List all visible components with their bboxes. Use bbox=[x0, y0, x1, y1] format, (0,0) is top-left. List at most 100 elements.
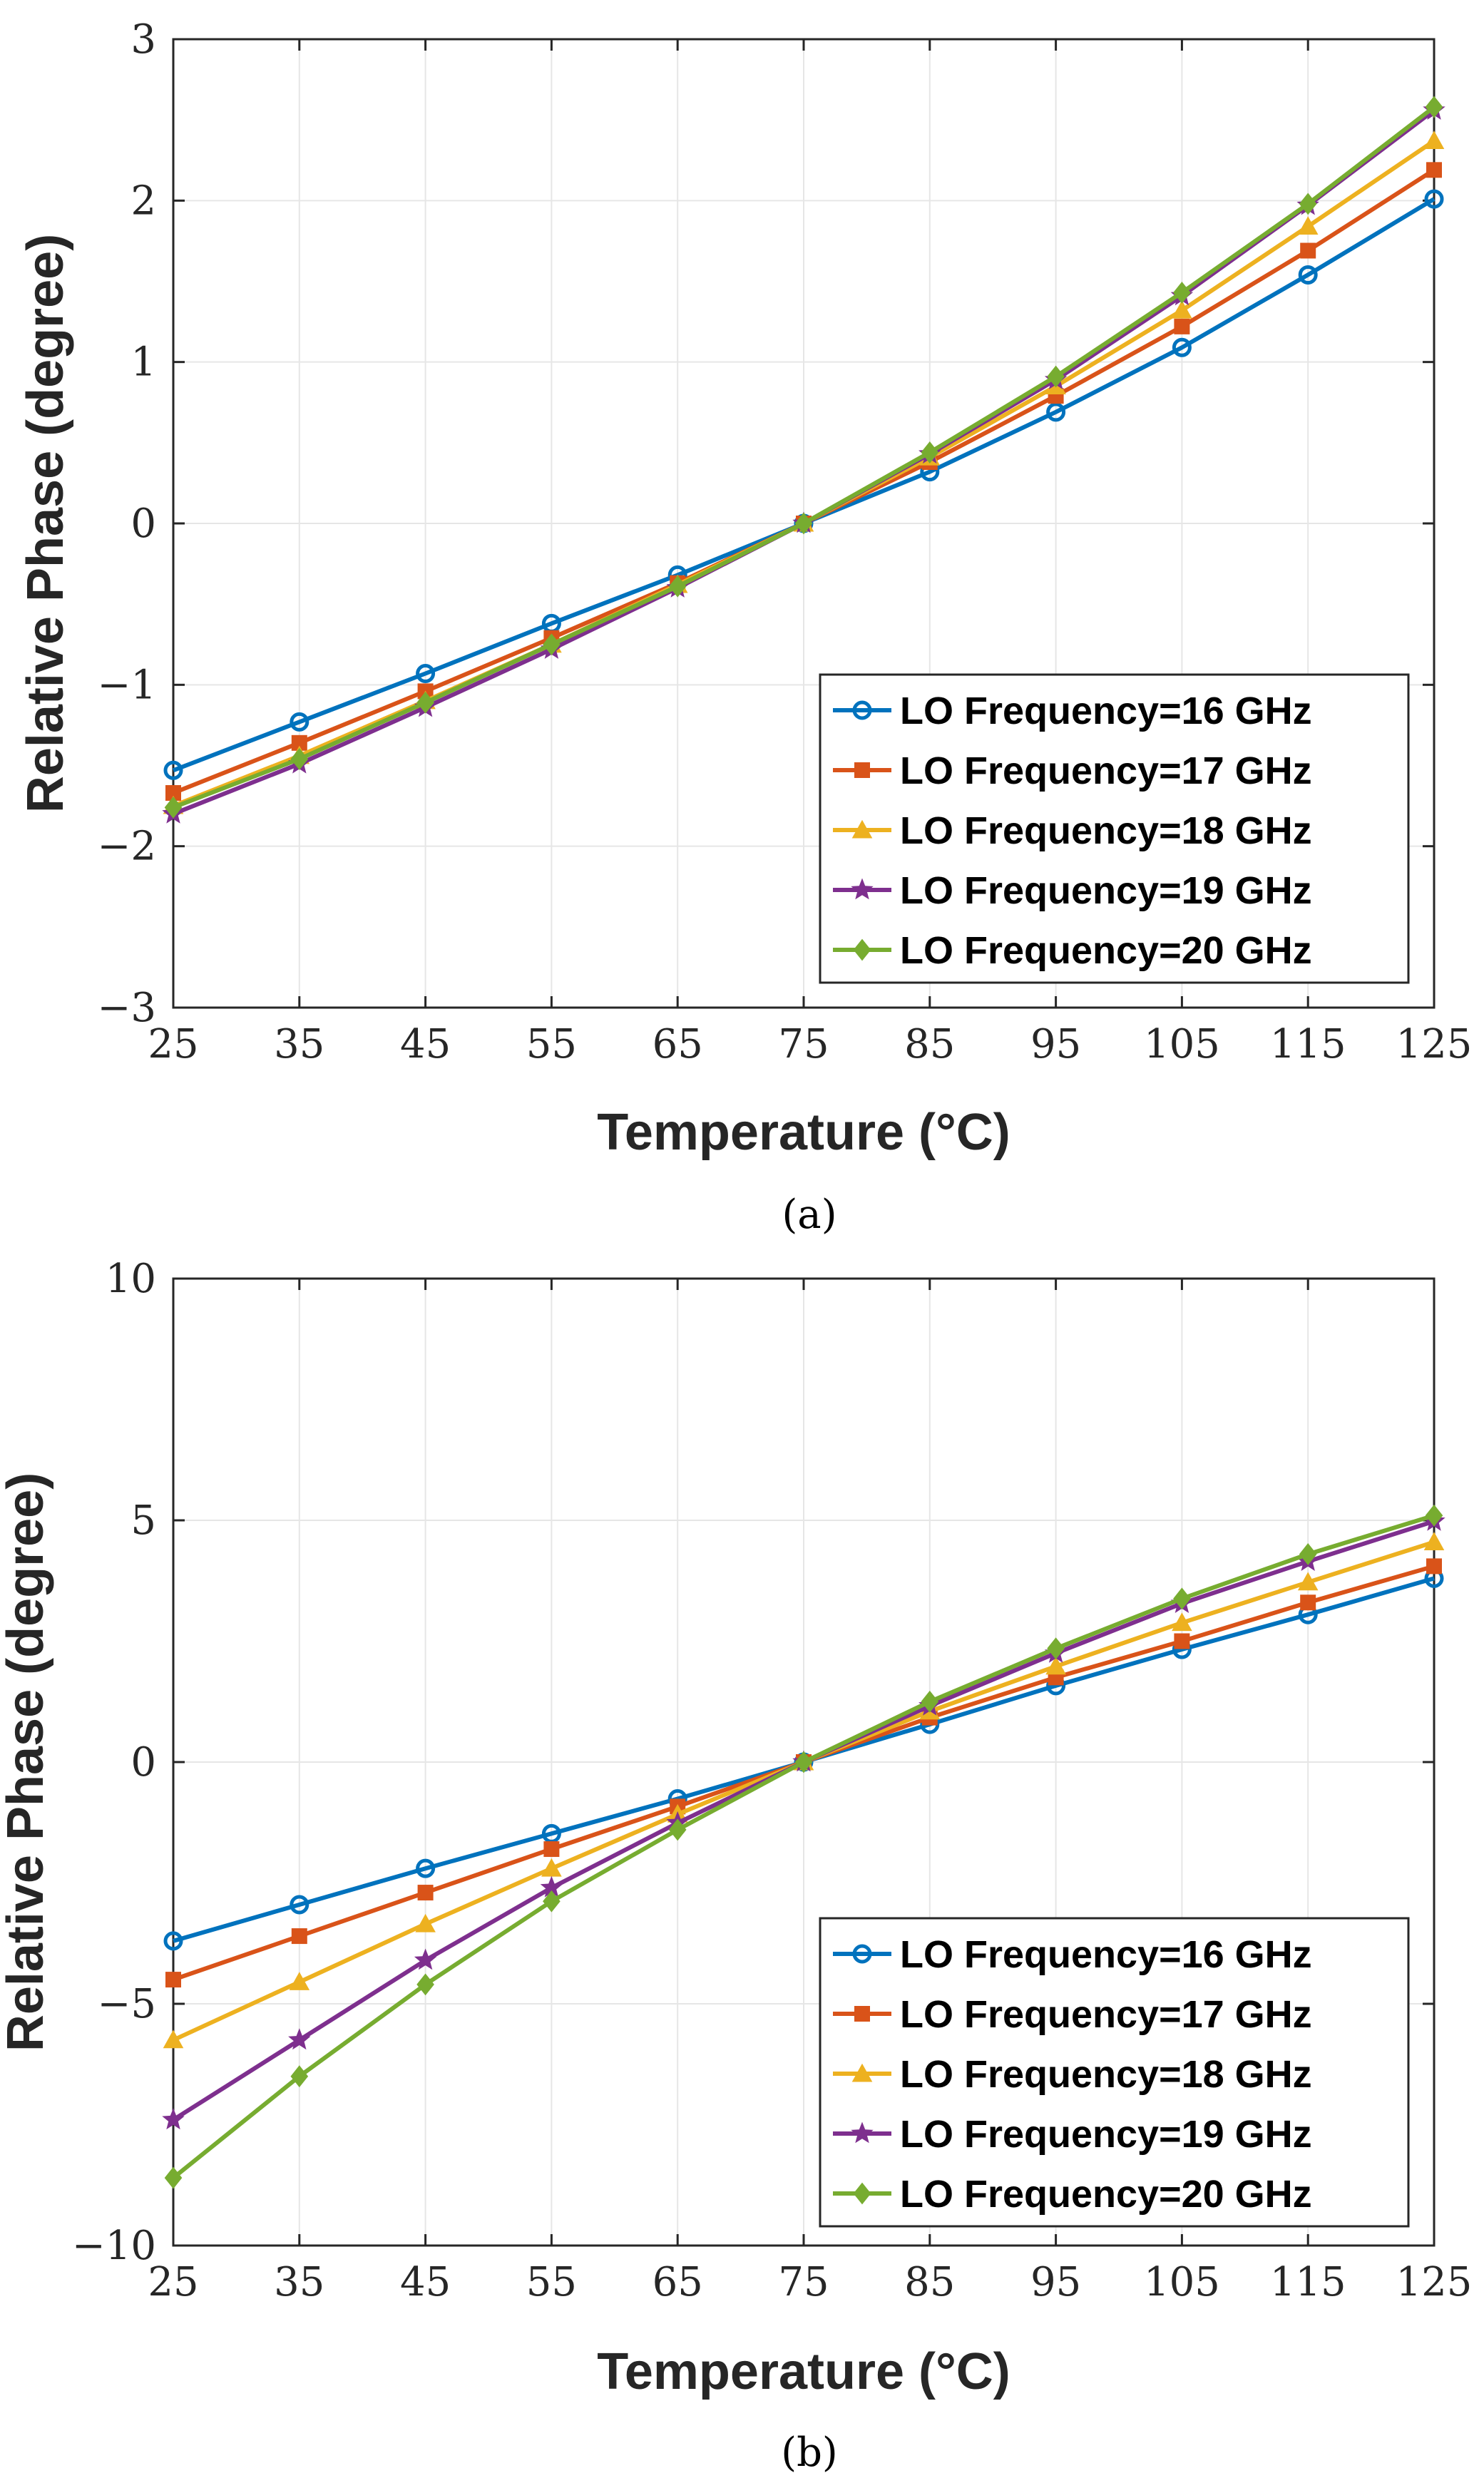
data-point bbox=[1172, 1612, 1192, 1632]
y-tick-label: 0 bbox=[131, 501, 156, 547]
data-point bbox=[1425, 1504, 1443, 1527]
legend-entry: LO Frequency=16 GHz bbox=[900, 1933, 1312, 1976]
data-point bbox=[289, 1972, 310, 1990]
legend-entry: LO Frequency=17 GHz bbox=[900, 749, 1312, 792]
data-point bbox=[291, 1928, 307, 1945]
data-point bbox=[1173, 281, 1191, 304]
data-point bbox=[1425, 96, 1443, 118]
legend-swatch-marker bbox=[851, 2121, 874, 2144]
x-tick-label: 35 bbox=[274, 2259, 324, 2305]
x-tick-label: 85 bbox=[904, 1021, 955, 1068]
chart-panel-a: 25 35 45 55 65 75 85 95 105 115 125 −3 −2 −1 0 1 2 3 Tempe… bbox=[17, 16, 1472, 1238]
data-point bbox=[1172, 337, 1192, 357]
data-point bbox=[416, 691, 434, 714]
legend: LO Frequency=16 GHz LO Frequency=17 GHz LO… bbox=[819, 1917, 1410, 2228]
data-point bbox=[543, 1890, 561, 1913]
x-tick-label: 75 bbox=[778, 2259, 829, 2305]
legend-box bbox=[819, 1917, 1410, 2228]
data-point bbox=[1174, 1633, 1190, 1649]
legend-entry: LO Frequency=19 GHz bbox=[900, 869, 1312, 912]
x-tick-label: 105 bbox=[1144, 2259, 1220, 2305]
y-tick-label: 10 bbox=[106, 1256, 156, 1302]
y-tick-label: 1 bbox=[131, 339, 156, 386]
legend-swatch-marker bbox=[854, 762, 870, 778]
y-axis-label: Relative Phase (degree) bbox=[17, 234, 74, 813]
data-point bbox=[1300, 1594, 1316, 1611]
data-point bbox=[543, 633, 561, 656]
legend-swatch-marker bbox=[851, 878, 874, 900]
data-point bbox=[1299, 193, 1317, 215]
figure-caption: (a) bbox=[782, 1192, 836, 1238]
y-tick-label: −3 bbox=[97, 985, 156, 1031]
y-tick-label: −5 bbox=[97, 1981, 156, 2027]
legend-entry: LO Frequency=20 GHz bbox=[900, 929, 1312, 972]
data-point bbox=[1424, 189, 1444, 209]
y-tick-label: 2 bbox=[131, 178, 156, 224]
x-tick-label: 45 bbox=[400, 2259, 451, 2305]
legend-box bbox=[819, 673, 1410, 984]
legend-swatch-marker bbox=[854, 2006, 870, 2022]
data-point bbox=[163, 1931, 183, 1951]
legend-swatch-marker bbox=[852, 1944, 872, 1964]
data-point bbox=[1297, 216, 1319, 235]
data-point bbox=[921, 441, 939, 464]
x-tick-label: 105 bbox=[1144, 1021, 1220, 1068]
data-point bbox=[1426, 1558, 1442, 1575]
data-point bbox=[162, 2108, 185, 2130]
legend-entry: LO Frequency=16 GHz bbox=[900, 690, 1312, 732]
data-point bbox=[1297, 1572, 1319, 1591]
x-tick-label: 65 bbox=[653, 2259, 703, 2305]
x-tick-label: 55 bbox=[526, 1021, 577, 1068]
x-tick-label: 45 bbox=[400, 1021, 451, 1068]
data-point bbox=[416, 1858, 436, 1878]
data-point bbox=[1173, 1587, 1191, 1610]
x-tick-label: 95 bbox=[1030, 1021, 1081, 1068]
data-point bbox=[416, 1973, 434, 1996]
x-tick-label: 75 bbox=[778, 1021, 829, 1068]
data-point bbox=[1426, 162, 1442, 178]
x-axis-label: Temperature (°C) bbox=[597, 1104, 1010, 1161]
data-point bbox=[163, 760, 183, 780]
data-point bbox=[164, 2166, 183, 2189]
legend-entry: LO Frequency=20 GHz bbox=[900, 2173, 1312, 2216]
x-axis-label: Temperature (°C) bbox=[597, 2343, 1010, 2400]
data-point bbox=[921, 1690, 939, 1713]
data-point bbox=[794, 512, 813, 535]
data-point bbox=[164, 796, 183, 819]
data-point bbox=[1174, 318, 1190, 334]
data-point bbox=[1046, 402, 1066, 422]
data-point bbox=[290, 2065, 309, 2088]
data-point bbox=[290, 748, 309, 770]
x-tick-label: 55 bbox=[526, 2259, 577, 2305]
y-tick-label: −2 bbox=[97, 824, 156, 870]
x-tick-label: 125 bbox=[1396, 1021, 1473, 1068]
x-tick-label: 85 bbox=[904, 2259, 955, 2305]
data-point bbox=[543, 1841, 560, 1858]
y-tick-label: −1 bbox=[97, 662, 156, 708]
y-tick-label: −10 bbox=[72, 2223, 156, 2269]
legend-swatch-marker bbox=[853, 938, 871, 961]
data-point bbox=[1047, 365, 1065, 388]
data-point bbox=[416, 663, 436, 683]
x-tick-label: 115 bbox=[1270, 1021, 1346, 1068]
data-point bbox=[1423, 130, 1445, 150]
x-tick-label: 65 bbox=[653, 1021, 703, 1068]
data-point bbox=[668, 1818, 687, 1841]
x-tick-label: 125 bbox=[1396, 2259, 1473, 2305]
legend-entry: LO Frequency=17 GHz bbox=[900, 1993, 1312, 2036]
data-point bbox=[417, 1885, 434, 1901]
y-axis-label: Relative Phase (degree) bbox=[0, 1473, 54, 2052]
data-point bbox=[290, 712, 309, 732]
y-tick-label: 3 bbox=[131, 16, 156, 63]
data-point bbox=[1300, 242, 1316, 259]
data-point bbox=[291, 734, 307, 751]
data-point bbox=[1299, 1543, 1317, 1565]
legend-swatch-marker bbox=[852, 700, 872, 720]
data-point bbox=[541, 1858, 562, 1877]
data-point bbox=[668, 575, 687, 598]
legend-entry: LO Frequency=19 GHz bbox=[900, 2113, 1312, 2156]
legend-swatch-marker bbox=[851, 2063, 873, 2082]
data-point bbox=[1047, 1637, 1065, 1660]
data-point bbox=[1045, 1656, 1066, 1675]
